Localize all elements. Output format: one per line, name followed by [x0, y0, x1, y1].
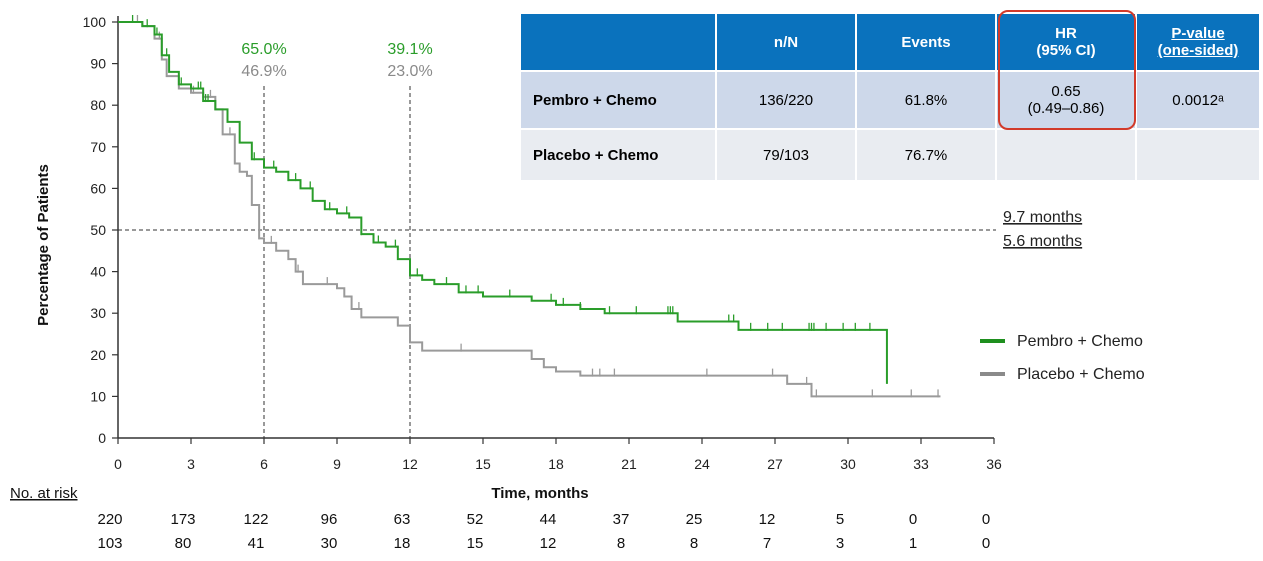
risk-count-placebo: 1: [909, 535, 917, 552]
x-tick-label: 27: [767, 456, 783, 472]
header-hr: HR (95% CI): [997, 14, 1135, 70]
y-tick-label: 60: [90, 180, 106, 196]
header-p-line1: P-value: [1171, 25, 1225, 42]
row-nn: 79/103: [717, 130, 855, 180]
header-pvalue: P-value (one-sided): [1137, 14, 1259, 70]
risk-count-placebo: 41: [248, 535, 265, 552]
series-line-placebo: [118, 21, 941, 398]
y-tick-label: 30: [90, 305, 106, 321]
x-tick-label: 21: [621, 456, 637, 472]
risk-count-pembro: 0: [982, 511, 990, 528]
y-tick-label: 70: [90, 139, 106, 155]
x-tick-label: 6: [260, 456, 268, 472]
survival-curves: [118, 15, 941, 398]
risk-count-placebo: 30: [321, 535, 338, 552]
legend-placebo-label: Placebo + Chemo: [1017, 366, 1145, 383]
risk-count-pembro: 96: [321, 511, 338, 528]
risk-count-placebo: 18: [394, 535, 411, 552]
risk-count-placebo: 3: [836, 535, 844, 552]
table-row: Placebo + Chemo 79/103 76.7%: [521, 130, 1259, 180]
table-row: Pembro + Chemo 136/220 61.8% 0.65 (0.49–0…: [521, 72, 1259, 128]
x-tick-label: 30: [840, 456, 856, 472]
risk-count-placebo: 15: [467, 535, 484, 552]
median-pembro-label: 9.7 months: [1003, 209, 1082, 226]
header-hr-line2: (95% CI): [1036, 42, 1096, 59]
y-tick-label: 50: [90, 222, 106, 238]
header-p-line2: (one-sided): [1157, 42, 1239, 59]
y-tick-label: 20: [90, 347, 106, 363]
y-tick-label: 100: [83, 14, 107, 30]
x-tick-label: 9: [333, 456, 341, 472]
median-placebo-label: 5.6 months: [1003, 233, 1082, 250]
risk-count-pembro: 122: [243, 511, 268, 528]
risk-count-pembro: 25: [686, 511, 703, 528]
risk-table-label: No. at risk: [10, 485, 78, 502]
header-nn: n/N: [717, 14, 855, 70]
placebo-6mo-label: 46.9%: [241, 63, 286, 80]
risk-count-pembro: 52: [467, 511, 484, 528]
x-tick-label: 3: [187, 456, 195, 472]
x-tick-label: 12: [402, 456, 418, 472]
y-axis-title: Percentage of Patients: [35, 164, 52, 326]
pembro-12mo-label: 39.1%: [387, 41, 432, 58]
y-tick-label: 80: [90, 97, 106, 113]
row-hr-ci: (0.49–0.86): [1027, 100, 1105, 117]
risk-count-pembro: 220: [97, 511, 122, 528]
y-tick-label: 10: [90, 388, 106, 404]
row-hr: 0.65 (0.49–0.86): [997, 72, 1135, 128]
row-p: [1137, 130, 1259, 180]
x-tick-label: 18: [548, 456, 564, 472]
x-tick-label: 15: [475, 456, 491, 472]
placebo-12mo-label: 23.0%: [387, 63, 432, 80]
risk-count-placebo: 8: [617, 535, 625, 552]
risk-count-placebo: 8: [690, 535, 698, 552]
row-events: 61.8%: [857, 72, 995, 128]
risk-count-placebo: 7: [763, 535, 771, 552]
y-tick-label: 40: [90, 264, 106, 280]
risk-count-pembro: 63: [394, 511, 411, 528]
y-tick-label: 90: [90, 56, 106, 72]
row-p: 0.0012ᵃ: [1137, 72, 1259, 128]
row-arm: Placebo + Chemo: [521, 130, 715, 180]
row-events: 76.7%: [857, 130, 995, 180]
row-arm: Pembro + Chemo: [521, 72, 715, 128]
risk-count-placebo: 0: [982, 535, 990, 552]
y-tick-label: 0: [98, 430, 106, 446]
risk-count-placebo: 103: [97, 535, 122, 552]
risk-count-pembro: 5: [836, 511, 844, 528]
x-tick-label: 33: [913, 456, 929, 472]
risk-count-placebo: 12: [540, 535, 557, 552]
risk-count-pembro: 173: [170, 511, 195, 528]
header-blank: [521, 14, 715, 70]
pembro-6mo-label: 65.0%: [241, 41, 286, 58]
risk-count-pembro: 44: [540, 511, 557, 528]
row-hr: [997, 130, 1135, 180]
legend-pembro-label: Pembro + Chemo: [1017, 333, 1143, 350]
header-events: Events: [857, 14, 995, 70]
risk-count-pembro: 0: [909, 511, 917, 528]
header-hr-line1: HR: [1055, 25, 1077, 42]
x-tick-label: 0: [114, 456, 122, 472]
x-tick-label: 24: [694, 456, 710, 472]
risk-count-placebo: 80: [175, 535, 192, 552]
row-hr-value: 0.65: [1051, 83, 1081, 100]
x-tick-label: 36: [986, 456, 1002, 472]
risk-count-pembro: 12: [759, 511, 776, 528]
x-axis-title: Time, months: [491, 485, 588, 502]
risk-count-pembro: 37: [613, 511, 630, 528]
hazard-ratio-table: n/N Events HR (95% CI) P-value (one-sided)…: [519, 12, 1261, 182]
row-nn: 136/220: [717, 72, 855, 128]
